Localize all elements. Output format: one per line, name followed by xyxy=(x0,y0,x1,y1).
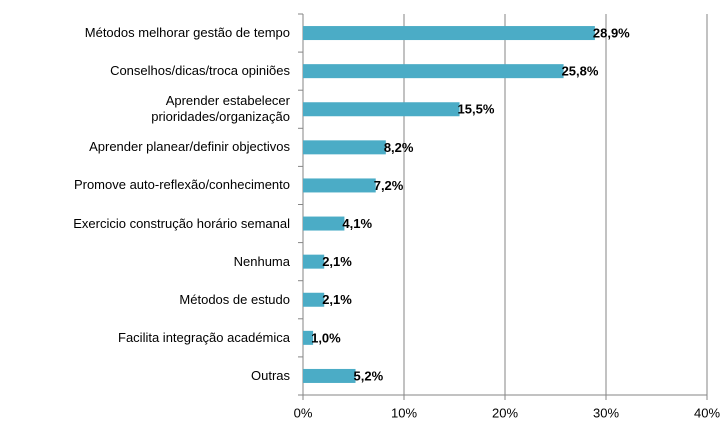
y-tick-label: Aprender planear/definir objectivos xyxy=(89,139,290,155)
value-label: 28,9% xyxy=(593,25,630,40)
x-tick-label: 30% xyxy=(593,405,619,420)
bar xyxy=(303,102,460,117)
value-label: 7,2% xyxy=(374,178,404,193)
bar xyxy=(303,292,325,307)
y-tick-label: Métodos melhorar gestão de tempo xyxy=(84,25,290,41)
bar xyxy=(303,254,325,269)
value-label: 25,8% xyxy=(562,64,599,79)
y-tick-label: Nenhuma xyxy=(233,253,290,269)
value-label: 4,1% xyxy=(342,216,372,231)
y-tick-label: Promove auto-reflexão/conhecimento xyxy=(73,177,290,193)
bar xyxy=(303,26,595,41)
bar xyxy=(303,216,345,231)
x-tick-label: 10% xyxy=(391,405,417,420)
value-label: 2,1% xyxy=(322,292,352,307)
x-tick-label: 20% xyxy=(492,405,518,420)
bar xyxy=(303,140,386,155)
value-label: 8,2% xyxy=(384,140,414,155)
y-tick-label: Conselhos/dicas/troca opiniões xyxy=(110,63,290,79)
y-tick-label: Outras xyxy=(250,367,290,383)
x-tick-label: 40% xyxy=(694,405,720,420)
value-label: 1,0% xyxy=(311,330,341,345)
bar xyxy=(303,64,564,79)
value-label: 15,5% xyxy=(458,102,495,117)
y-tick-label: Métodos de estudo xyxy=(179,291,290,307)
bar xyxy=(303,330,314,345)
bar xyxy=(303,368,356,383)
value-label: 2,1% xyxy=(322,254,352,269)
y-tick-label: Facilita integração académica xyxy=(118,329,290,345)
bar xyxy=(303,178,376,193)
y-tick-label: Aprender estabelecer prioridades/organiz… xyxy=(151,93,290,125)
y-tick-label: Exercicio construção horário semanal xyxy=(73,215,290,231)
value-label: 5,2% xyxy=(354,368,384,383)
x-tick-label: 0% xyxy=(294,405,313,420)
